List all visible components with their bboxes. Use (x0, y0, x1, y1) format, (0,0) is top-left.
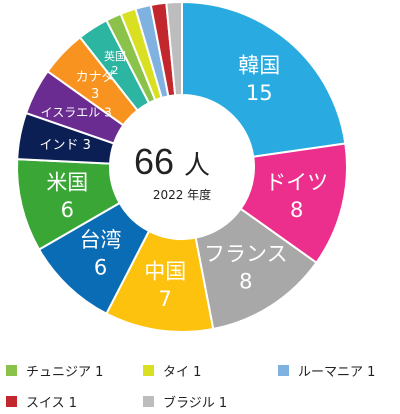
slice-label-name: カナダ (76, 70, 115, 85)
legend-label: ブラジル 1 (163, 395, 228, 411)
slice-label-5: 台湾 6 (80, 228, 122, 279)
legend-swatch (278, 364, 289, 376)
slice-label-4: 中国 7 (144, 260, 186, 311)
slice-label-7: インド 3 (39, 138, 90, 153)
slice-label-value: 8 (239, 269, 252, 293)
legend-item: タイ 1 (143, 362, 202, 380)
legend-label: ルーマニア 1 (298, 364, 376, 380)
donut-slices (16, 0, 348, 333)
slice-label-name: 台湾 (80, 228, 122, 252)
slice-label-value: 3 (91, 87, 99, 102)
slice-label-value: 8 (290, 198, 303, 222)
center-total: 66 人 (134, 141, 210, 182)
center-caption: 2022 年度 (153, 187, 211, 202)
slice-label-8: イスラエル 3 (41, 106, 112, 120)
slice-label-2: ドイツ 8 (265, 171, 328, 222)
center-total-unit: 人 (184, 150, 210, 180)
slice-label-value: 7 (159, 287, 172, 311)
slice-label-9: カナダ 3 (76, 70, 115, 102)
slice-label-value: 6 (61, 198, 74, 222)
legend-swatch (143, 364, 154, 376)
slice-label-name: 米国 (46, 171, 88, 195)
slice-15 (165, 0, 183, 97)
slice-label-3: フランス 8 (204, 242, 288, 293)
legend-item: ルーマニア 1 (278, 362, 376, 380)
slice-label-name: フランス (204, 242, 288, 266)
slice-label-name: 韓国 (238, 54, 280, 78)
legend-swatch (143, 395, 154, 407)
slice-label-name: ドイツ (265, 171, 328, 195)
slice-label-6: 米国 6 (46, 171, 88, 222)
slice-label-name: 中国 (144, 260, 186, 284)
legend-item: ブラジル 1 (143, 393, 228, 411)
legend-label: スイス 1 (26, 395, 78, 411)
slice-label-10: 英国 2 (104, 49, 126, 77)
legend-item: スイス 1 (6, 393, 78, 411)
legend-swatch (6, 364, 17, 376)
slice-label-name: 英国 (104, 49, 126, 63)
slice-label-value: 6 (94, 255, 107, 279)
legend-label: タイ 1 (163, 364, 202, 380)
legend-label: チュニジア 1 (26, 364, 104, 380)
legend-swatch (6, 395, 17, 407)
legend-item: チュニジア 1 (6, 362, 104, 380)
slice-label-value: 2 (111, 64, 118, 77)
center-total-value: 66 (134, 141, 174, 182)
slice-label-value: 15 (246, 81, 273, 105)
slice-label-1: 韓国 15 (238, 54, 280, 105)
slice-1 (181, 0, 347, 158)
